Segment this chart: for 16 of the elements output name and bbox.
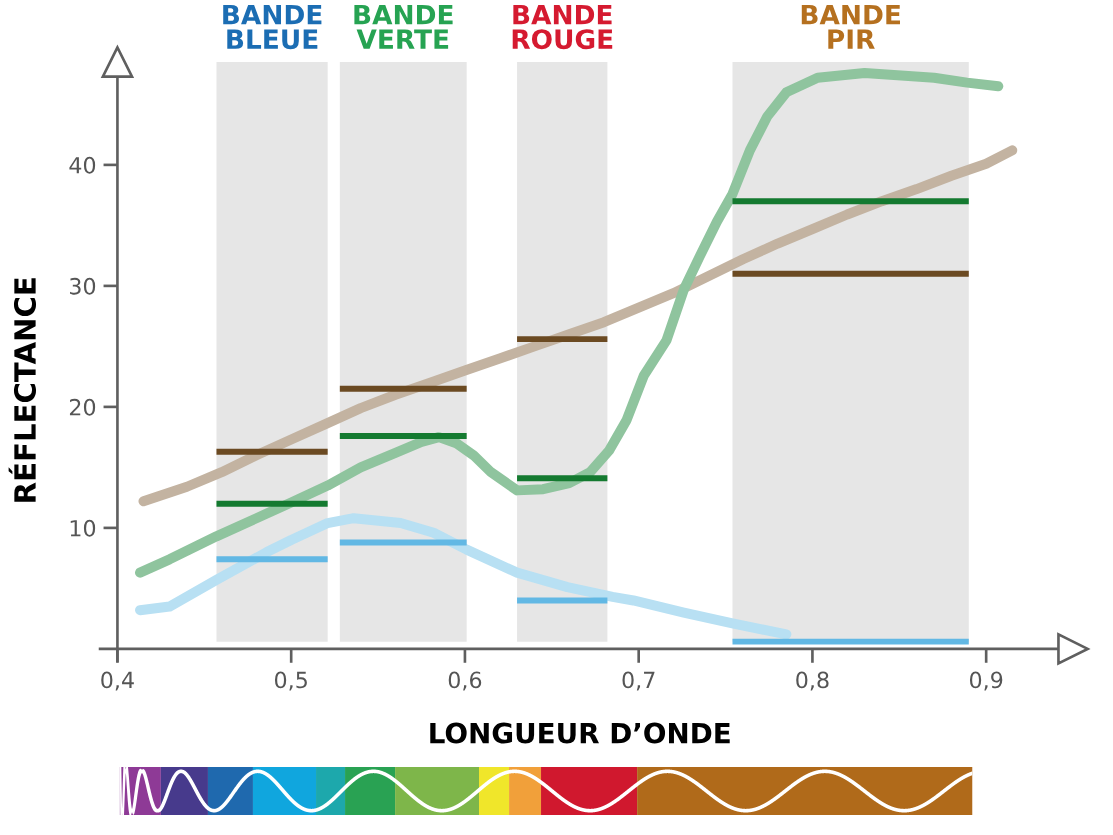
x-tick-label: 0,7 [622,671,655,691]
x-tick-label: 0,4 [101,671,134,691]
band-label: BANDE PIR [801,4,900,49]
x-tick-label: 0,9 [969,671,1003,691]
y-tick-label: 30 [70,277,96,295]
band-label: BANDE ROUGE [512,4,613,50]
y-tick-label: 10 [70,519,96,537]
x-tick-label: 0,8 [796,671,829,691]
band-label: BANDE VERTE [354,4,453,49]
x-axis-title: LONGUEUR D’ONDE [430,722,730,744]
band-label: BANDE BLEUE [223,4,322,50]
y-tick-label: 20 [69,398,96,416]
y-tick-label: 40 [69,156,96,174]
x-tick-label: 0,6 [448,671,482,691]
y-axis-title: RÉFLECTANCE [8,278,37,502]
x-tick-label: 0,5 [274,671,307,691]
